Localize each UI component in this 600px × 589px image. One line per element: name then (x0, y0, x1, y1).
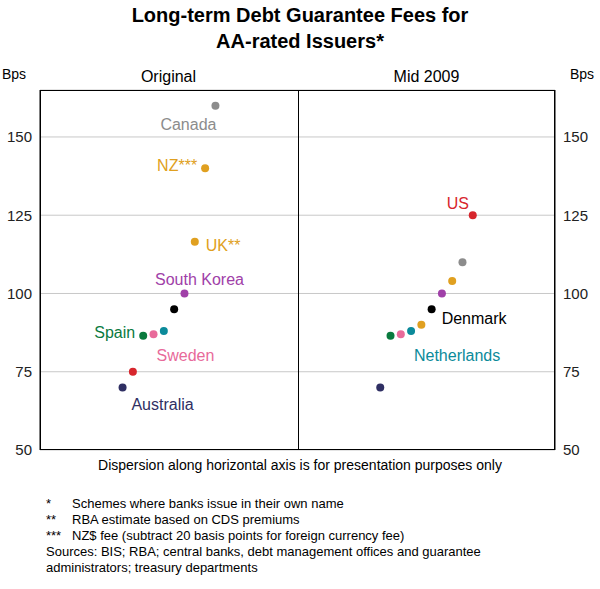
svg-text:South Korea: South Korea (155, 271, 244, 288)
html-text:Original: Original (140, 68, 197, 85)
svg-text:NZ***: NZ*** (157, 157, 197, 174)
html-text:Long-term Debt Guarantee Fees: Long-term Debt Guarantee Fees for AA-rat… (131, 4, 469, 52)
svg-text:US: US (447, 195, 469, 212)
html-text:Bps: Bps (2, 66, 27, 82)
svg-text:50: 50 (15, 441, 32, 458)
html-text:Schemes where banks issue in t: Schemes where banks issue in their own n… (72, 496, 344, 511)
html-text:NZ$ fee (subtract 20 basis poi: NZ$ fee (subtract 20 basis points for fo… (72, 528, 405, 543)
svg-text:125: 125 (8, 207, 32, 224)
svg-text:75: 75 (563, 363, 580, 380)
svg-text:100: 100 (8, 285, 32, 302)
svg-text:Sweden: Sweden (157, 347, 215, 364)
html-text:RBA estimate based on CDS prem: RBA estimate based on CDS premiums (72, 512, 300, 527)
svg-text:Australia: Australia (131, 396, 193, 413)
svg-text:Spain: Spain (94, 324, 135, 341)
html-text:Sources: BIS; RBA; central ban: Sources: BIS; RBA; central banks, debt m… (46, 544, 481, 575)
html-text:Bps: Bps (569, 66, 594, 82)
svg-text:150: 150 (563, 128, 588, 145)
svg-text:100: 100 (563, 285, 588, 302)
html-text:Mid 2009: Mid 2009 (393, 68, 460, 85)
svg-text:150: 150 (8, 128, 32, 145)
svg-text:Canada: Canada (160, 116, 216, 133)
svg-text:UK**: UK** (206, 237, 241, 254)
svg-text:75: 75 (15, 363, 32, 380)
svg-text:Denmark: Denmark (442, 310, 508, 327)
svg-text:125: 125 (563, 207, 588, 224)
html-text:Dispersion along horizontal ax: Dispersion along horizontal axis is for … (98, 457, 502, 473)
svg-text:Netherlands: Netherlands (414, 347, 500, 364)
svg-text:50: 50 (563, 441, 580, 458)
